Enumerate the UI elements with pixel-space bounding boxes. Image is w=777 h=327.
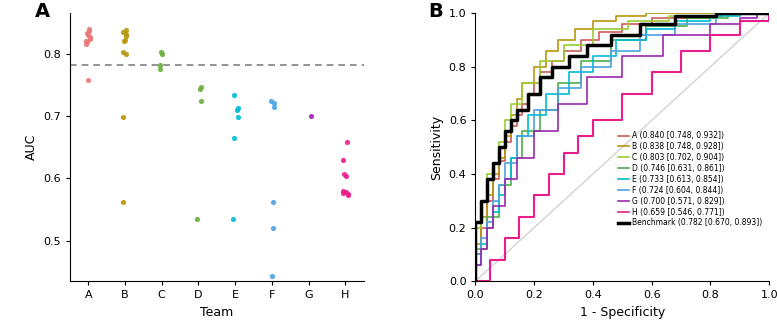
Point bbox=[154, 62, 166, 67]
Point bbox=[81, 30, 93, 36]
Point bbox=[340, 189, 352, 195]
Point bbox=[117, 49, 130, 54]
Point bbox=[194, 85, 207, 90]
Point bbox=[84, 34, 96, 39]
Point bbox=[82, 78, 94, 83]
Point bbox=[120, 51, 133, 56]
Text: B: B bbox=[428, 2, 443, 21]
Point bbox=[117, 114, 130, 120]
Point bbox=[338, 171, 350, 177]
Legend: A (0.840 [0.748, 0.932]), B (0.838 [0.748, 0.928]), C (0.803 [0.702, 0.904]), D : A (0.840 [0.748, 0.932]), B (0.838 [0.74… bbox=[615, 128, 765, 231]
Point bbox=[80, 42, 92, 47]
Point bbox=[80, 38, 92, 43]
Point bbox=[267, 274, 279, 279]
Point bbox=[342, 193, 354, 198]
Point bbox=[267, 226, 279, 231]
Point bbox=[232, 105, 244, 111]
Point bbox=[341, 139, 354, 144]
Point bbox=[232, 114, 244, 119]
Point bbox=[82, 32, 95, 38]
Point bbox=[120, 34, 133, 39]
Point bbox=[337, 188, 350, 193]
Point bbox=[337, 190, 350, 195]
Point bbox=[267, 101, 280, 106]
Point bbox=[155, 51, 168, 56]
X-axis label: Team: Team bbox=[200, 306, 233, 319]
Point bbox=[342, 191, 354, 197]
Text: A: A bbox=[35, 2, 50, 21]
X-axis label: 1 - Specificity: 1 - Specificity bbox=[580, 306, 665, 319]
Point bbox=[191, 216, 204, 221]
Point bbox=[117, 199, 129, 205]
Point bbox=[336, 157, 349, 162]
Point bbox=[227, 216, 239, 221]
Point bbox=[305, 113, 317, 119]
Point bbox=[268, 105, 280, 110]
Point bbox=[193, 86, 206, 91]
Point bbox=[340, 174, 352, 179]
Point bbox=[81, 40, 93, 45]
Point bbox=[82, 26, 95, 31]
Y-axis label: AUC: AUC bbox=[25, 134, 37, 160]
Point bbox=[153, 67, 166, 72]
Point bbox=[117, 39, 130, 44]
Y-axis label: Sensitivity: Sensitivity bbox=[430, 114, 443, 180]
Point bbox=[228, 135, 240, 140]
Point bbox=[155, 49, 167, 54]
Point bbox=[230, 107, 242, 112]
Point bbox=[119, 37, 131, 43]
Point bbox=[228, 93, 240, 98]
Point bbox=[195, 98, 207, 104]
Point bbox=[265, 98, 277, 104]
Point bbox=[120, 27, 133, 32]
Point bbox=[117, 29, 129, 34]
Point bbox=[83, 28, 96, 34]
Point bbox=[267, 199, 279, 205]
Point bbox=[84, 37, 96, 42]
Point bbox=[120, 31, 132, 36]
